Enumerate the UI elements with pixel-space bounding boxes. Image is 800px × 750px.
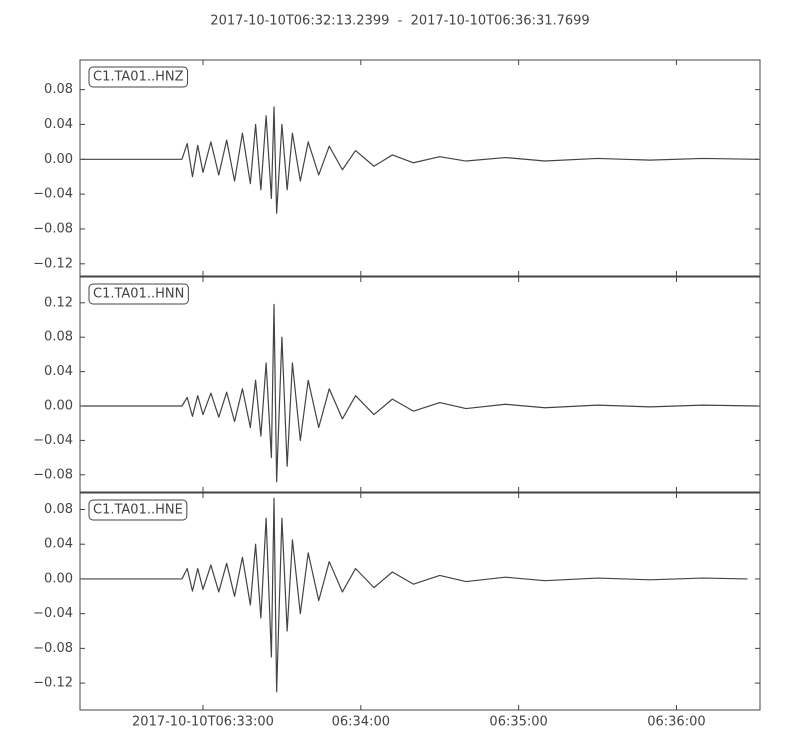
y-tick-label: −0.12 [33, 256, 73, 271]
y-tick-label: 0.04 [44, 117, 73, 132]
y-tick-label: −0.08 [33, 221, 73, 236]
x-tick-label: 06:36:00 [647, 715, 705, 730]
panel-frame [79, 276, 761, 493]
y-tick-label: 0.12 [44, 295, 73, 310]
y-tick-label: −0.04 [33, 606, 73, 621]
trace-label-box [88, 499, 188, 521]
y-tick-label: 0.00 [44, 152, 73, 167]
y-tick-label: 0.08 [44, 330, 73, 345]
y-tick-label: −0.04 [33, 433, 73, 448]
y-tick-label: 0.04 [44, 537, 73, 552]
y-tick-label: −0.08 [33, 467, 73, 482]
figure-title: 2017-10-10T06:32:13.2399 - 2017-10-10T06… [210, 14, 589, 29]
trace-label: C1.TA01..HNN [93, 287, 184, 302]
waveform [82, 303, 758, 483]
x-tick-label: 06:34:00 [332, 715, 390, 730]
waveform [82, 106, 758, 214]
trace-label-box [88, 66, 189, 88]
x-tick-label: 2017-10-10T06:33:00 [132, 715, 274, 730]
trace-label-box [88, 283, 189, 305]
y-tick-label: −0.04 [33, 187, 73, 202]
trace-label: C1.TA01..HNE [93, 503, 183, 518]
panel-frame [79, 492, 761, 711]
y-tick-label: 0.00 [44, 399, 73, 414]
trace-label: C1.TA01..HNZ [93, 70, 184, 85]
y-tick-label: 0.04 [44, 364, 73, 379]
panel-frame [79, 59, 761, 277]
x-tick-label: 06:35:00 [489, 715, 547, 730]
y-tick-label: −0.08 [33, 641, 73, 656]
y-tick-label: −0.12 [33, 676, 73, 691]
y-tick-label: 0.00 [44, 571, 73, 586]
y-tick-label: 0.08 [44, 502, 73, 517]
y-tick-label: 0.08 [44, 82, 73, 97]
waveform [82, 497, 748, 693]
